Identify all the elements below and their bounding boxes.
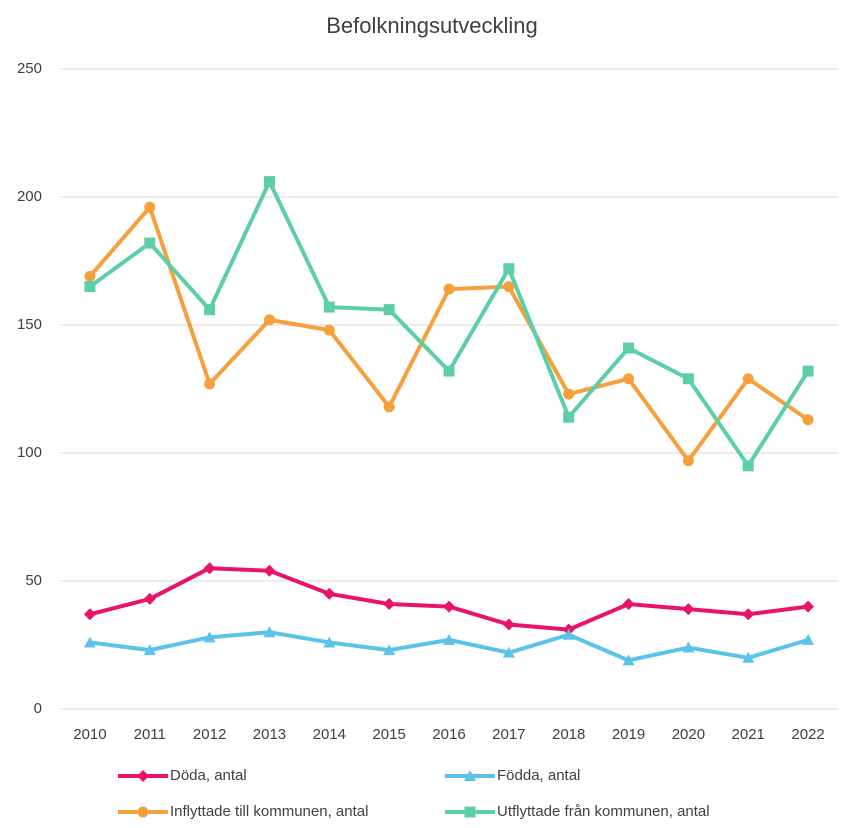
y-tick-label: 50 <box>25 572 42 589</box>
chart-title: Befolkningsutveckling <box>326 13 538 38</box>
x-tick-label: 2017 <box>492 726 525 743</box>
data-point <box>144 201 156 213</box>
legend-label: Döda, antal <box>170 767 247 784</box>
y-tick-label: 150 <box>17 316 42 333</box>
legend-label: Födda, antal <box>497 767 580 784</box>
data-point <box>323 636 336 648</box>
data-point <box>503 281 515 293</box>
x-tick-label: 2011 <box>134 726 166 743</box>
data-point <box>623 373 635 385</box>
data-point <box>84 281 96 293</box>
data-point <box>263 176 275 188</box>
data-point <box>323 587 336 600</box>
legend-marker <box>137 806 149 818</box>
legend-marker <box>137 770 149 782</box>
data-point <box>443 600 455 613</box>
x-tick-label: 2019 <box>612 726 645 743</box>
data-point <box>622 654 635 666</box>
data-point <box>682 641 695 653</box>
data-point <box>83 636 96 648</box>
data-point <box>563 388 575 400</box>
x-tick-label: 2010 <box>73 726 106 743</box>
x-tick-label: 2022 <box>791 726 824 743</box>
data-point <box>622 598 635 611</box>
legend-label: Inflyttade till kommunen, antal <box>170 803 368 820</box>
x-tick-label: 2013 <box>253 726 286 743</box>
data-point <box>204 378 216 390</box>
data-point <box>443 633 455 645</box>
data-point <box>563 411 575 423</box>
data-point <box>802 365 814 377</box>
data-point <box>84 270 96 282</box>
data-point <box>682 373 694 385</box>
data-point <box>562 628 575 640</box>
data-point <box>83 608 96 621</box>
data-point <box>383 598 396 611</box>
data-point <box>623 342 635 354</box>
data-point <box>263 564 276 577</box>
y-tick-label: 100 <box>17 444 42 461</box>
x-tick-label: 2012 <box>193 726 226 743</box>
data-point <box>502 618 515 631</box>
x-tick-label: 2015 <box>372 726 405 743</box>
x-tick-label: 2014 <box>313 726 346 743</box>
legend-marker <box>464 806 476 818</box>
series-line <box>89 566 809 632</box>
data-point <box>143 592 156 605</box>
x-tick-label: 2020 <box>672 726 705 743</box>
data-point <box>203 631 216 643</box>
data-point <box>802 600 815 613</box>
data-point <box>742 608 755 621</box>
data-point <box>323 301 335 313</box>
data-point <box>383 644 396 656</box>
x-tick-label: 2016 <box>432 726 465 743</box>
data-point <box>742 373 754 385</box>
y-tick-label: 0 <box>34 700 42 717</box>
data-point <box>802 414 814 426</box>
series-line <box>88 179 810 468</box>
data-point <box>204 304 216 316</box>
data-point <box>502 646 515 658</box>
y-tick-label: 200 <box>17 188 42 205</box>
data-point <box>742 460 754 472</box>
data-point <box>323 324 335 336</box>
series-line <box>88 205 810 463</box>
data-point <box>143 644 156 656</box>
data-point <box>802 633 815 645</box>
data-point <box>383 401 395 413</box>
data-point <box>682 455 694 467</box>
data-point <box>682 603 695 616</box>
data-point <box>443 283 455 295</box>
data-point <box>263 314 275 326</box>
data-point <box>742 651 755 663</box>
data-point <box>383 304 395 316</box>
legend-label: Utflyttade från kommunen, antal <box>497 803 710 820</box>
x-tick-label: 2018 <box>552 726 585 743</box>
data-point <box>503 263 515 275</box>
data-point <box>263 626 276 638</box>
data-point <box>203 562 216 575</box>
x-tick-label: 2021 <box>732 726 765 743</box>
data-point <box>443 365 455 377</box>
legend-marker <box>464 770 476 781</box>
y-tick-label: 250 <box>17 60 42 77</box>
data-point <box>144 237 156 249</box>
